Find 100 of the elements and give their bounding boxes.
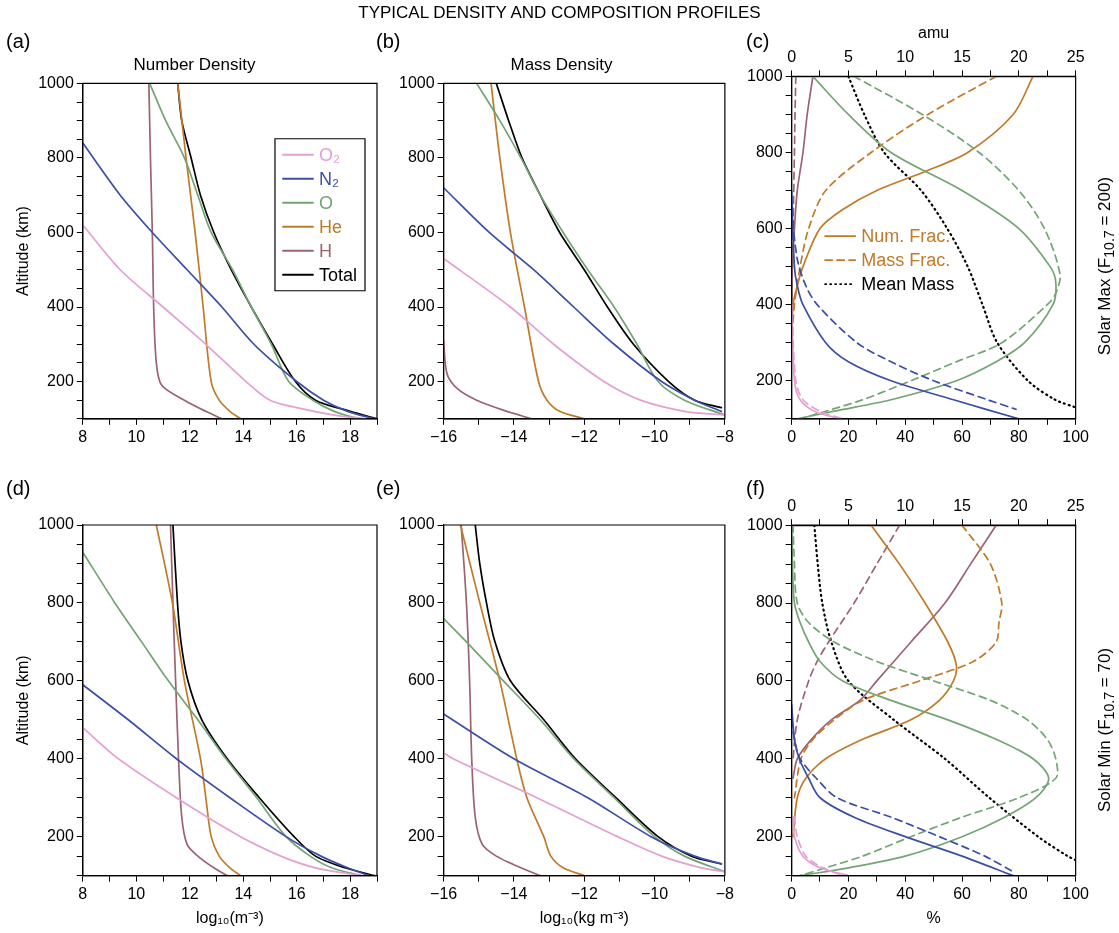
line-series <box>490 83 586 419</box>
y-tick-label: 800 <box>47 593 74 611</box>
x-tick-label: −10 <box>640 427 669 445</box>
line-series <box>155 525 242 876</box>
x-axis-title: % <box>926 908 941 926</box>
x-tick-label: −8 <box>715 884 735 902</box>
x2-tick-label: 0 <box>787 497 797 515</box>
x-tick-label: −12 <box>570 427 598 445</box>
legend-label: H <box>318 240 332 261</box>
x-tick-label: 100 <box>1062 427 1090 445</box>
x-tick-label: −14 <box>500 427 528 445</box>
line-series <box>148 83 223 419</box>
x-tick-label: 12 <box>180 884 199 902</box>
x2-tick-label: 15 <box>953 497 972 515</box>
y-tick-label: 200 <box>407 827 435 845</box>
x-tick-label: 12 <box>180 427 199 445</box>
line-series <box>82 683 370 876</box>
y-tick-label: 600 <box>47 222 74 240</box>
x-tick-label: 100 <box>1062 884 1090 902</box>
x-tick-label: −8 <box>715 427 735 445</box>
x-tick-label: −10 <box>640 884 669 902</box>
legend-label: Mean Mass <box>861 274 955 295</box>
x-tick-label: 14 <box>234 427 253 445</box>
y-tick-label: 800 <box>407 148 435 166</box>
line-series <box>459 525 586 876</box>
x2-tick-label: 20 <box>1009 497 1028 515</box>
chart-title: Mass Density <box>510 54 614 74</box>
legend-label: O₂ <box>318 144 340 165</box>
x-tick-label: 18 <box>341 884 360 902</box>
x2-tick-label: 5 <box>843 48 853 66</box>
x-tick-label: 10 <box>127 884 146 902</box>
line-series <box>443 339 533 419</box>
x-tick-label: 20 <box>839 884 858 902</box>
x2-tick-label: 5 <box>843 497 853 515</box>
x-tick-label: 80 <box>1009 427 1028 445</box>
y-tick-label: 600 <box>755 671 783 689</box>
y-tick-label: 200 <box>755 827 783 845</box>
text: (d) <box>6 477 31 500</box>
text: TYPICAL DENSITY AND COMPOSITION PROFILES <box>357 3 762 23</box>
line-series <box>82 726 362 876</box>
y-tick-label: 400 <box>755 295 783 313</box>
x-tick-label: −16 <box>430 884 458 902</box>
text: (b) <box>376 30 401 53</box>
line-series <box>443 752 725 873</box>
line-series <box>443 713 723 865</box>
x-tick-label: 10 <box>127 427 146 445</box>
x-tick-label: 14 <box>234 884 253 902</box>
x-tick-label: −12 <box>570 884 598 902</box>
y-tick-label: 600 <box>755 218 783 236</box>
line-series <box>176 83 242 419</box>
x-tick-label: 40 <box>896 884 915 902</box>
y-tick-label: 1000 <box>38 73 74 91</box>
x-tick-label: 60 <box>953 427 972 445</box>
y-tick-label: 400 <box>407 297 435 315</box>
x2-tick-label: 0 <box>787 48 797 66</box>
x-tick-label: 16 <box>287 427 306 445</box>
y-tick-label: 400 <box>755 749 783 767</box>
text: (e) <box>376 477 401 500</box>
legend-label: Mass Frac. <box>861 250 951 271</box>
x-tick-label: 8 <box>78 427 88 445</box>
x-axis-title: log₁₀(m⁻³) <box>196 908 264 926</box>
y-axis-title: Altitude (km) <box>14 655 32 746</box>
legend-label: Total <box>318 264 358 285</box>
y-tick-label: 800 <box>755 142 783 160</box>
y-tick-label: 400 <box>47 297 74 315</box>
y-tick-label: 400 <box>47 749 74 767</box>
x-tick-label: −16 <box>430 427 458 445</box>
y-axis-title: Altitude (km) <box>14 206 32 296</box>
x-tick-label: 18 <box>341 427 360 445</box>
x-tick-label: −14 <box>500 884 528 902</box>
x-tick-label: 8 <box>78 884 88 902</box>
line-series <box>169 525 229 876</box>
x2-tick-label: 10 <box>896 48 915 66</box>
legend-label: N₂ <box>318 168 339 189</box>
x-tick-label: 40 <box>896 427 915 445</box>
y-tick-label: 600 <box>407 671 435 689</box>
y-tick-label: 600 <box>407 222 435 240</box>
x2-tick-label: 25 <box>1066 497 1085 515</box>
text: (a) <box>6 30 31 53</box>
text: (f) <box>746 477 765 500</box>
line-series <box>443 186 723 413</box>
x-axis-title: log₁₀(kg m⁻³) <box>539 908 629 926</box>
x2-tick-label: 20 <box>1009 48 1028 66</box>
y-tick-label: 200 <box>47 371 74 389</box>
y-tick-label: 1000 <box>747 515 783 533</box>
y-tick-label: 1000 <box>747 66 783 84</box>
line-series <box>443 617 725 873</box>
y-tick-label: 200 <box>755 371 783 389</box>
y-tick-label: 600 <box>47 671 74 689</box>
y-tick-label: 200 <box>407 371 435 389</box>
x-tick-label: 80 <box>1009 884 1028 902</box>
x-tick-label: 60 <box>953 884 972 902</box>
text: (c) <box>746 30 770 53</box>
x-tick-label: 0 <box>787 884 797 902</box>
x-tick-label: 20 <box>839 427 858 445</box>
x2-tick-label: 10 <box>896 497 915 515</box>
x-tick-label: 16 <box>287 884 306 902</box>
y-tick-label: 800 <box>755 593 783 611</box>
legend-label: He <box>318 216 342 237</box>
y-tick-label: 400 <box>407 749 435 767</box>
